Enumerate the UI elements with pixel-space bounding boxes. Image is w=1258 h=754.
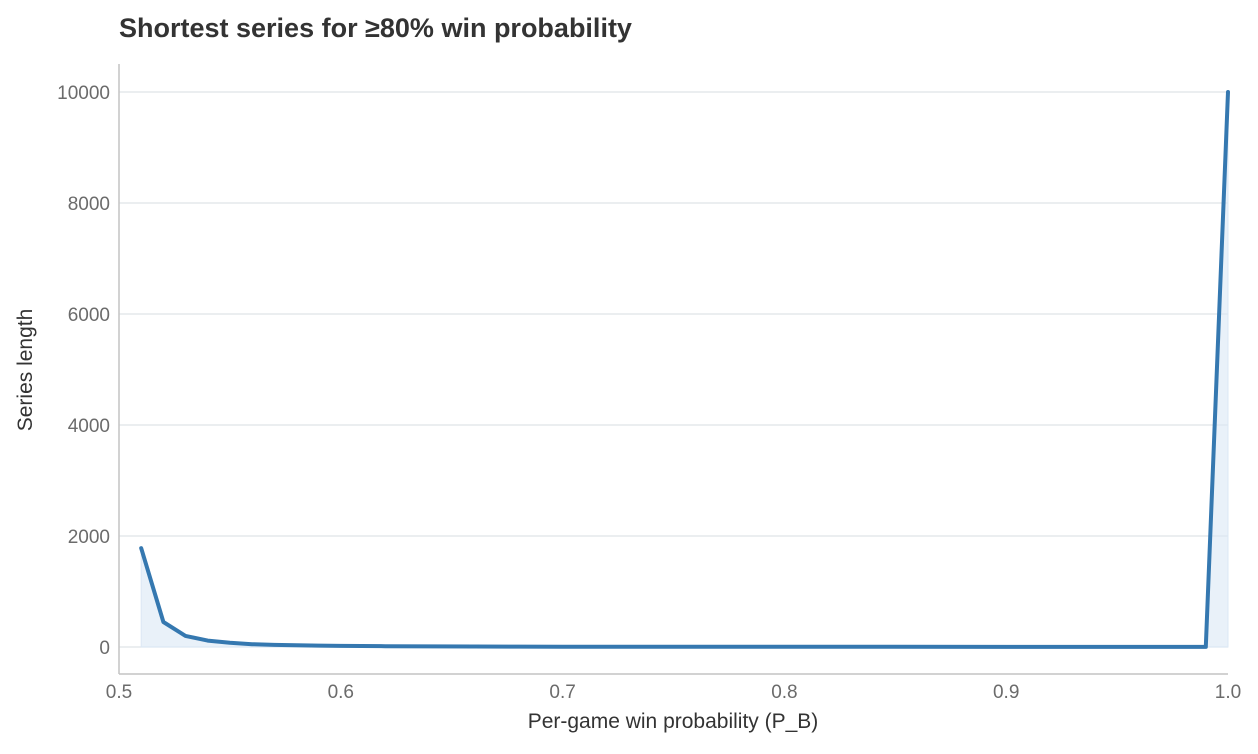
- x-axis-ticks: 0.5 0.6 0.7 0.8 0.9 1.0: [106, 682, 1241, 703]
- y-tick-label: 0: [99, 638, 110, 659]
- x-axis-label: Per-game win probability (P_B): [528, 710, 819, 733]
- y-axis-label: Series length: [14, 309, 37, 432]
- axes: [118, 64, 1228, 675]
- y-tick-label: 2000: [68, 527, 110, 548]
- series-line-layer: [139, 90, 1230, 649]
- y-tick-label: 4000: [68, 416, 110, 437]
- gridlines: [119, 91, 1228, 648]
- area-fill-layer: [140, 91, 1229, 648]
- series-line: [139, 90, 1230, 649]
- x-tick-label: 0.6: [328, 682, 354, 703]
- y-tick-label: 6000: [68, 305, 110, 326]
- x-tick-label: 1.0: [1215, 682, 1241, 703]
- chart-title: Shortest series for ≥80% win probability: [119, 13, 632, 43]
- y-axis-ticks: 0 2000 4000 6000 8000 10000: [57, 83, 110, 659]
- x-tick-label: 0.7: [549, 682, 575, 703]
- series-area-fill: [140, 91, 1229, 648]
- y-tick-label: 10000: [57, 83, 110, 104]
- x-tick-label: 0.9: [993, 682, 1019, 703]
- x-tick-label: 0.5: [106, 682, 132, 703]
- x-tick-label: 0.8: [771, 682, 797, 703]
- y-tick-label: 8000: [68, 194, 110, 215]
